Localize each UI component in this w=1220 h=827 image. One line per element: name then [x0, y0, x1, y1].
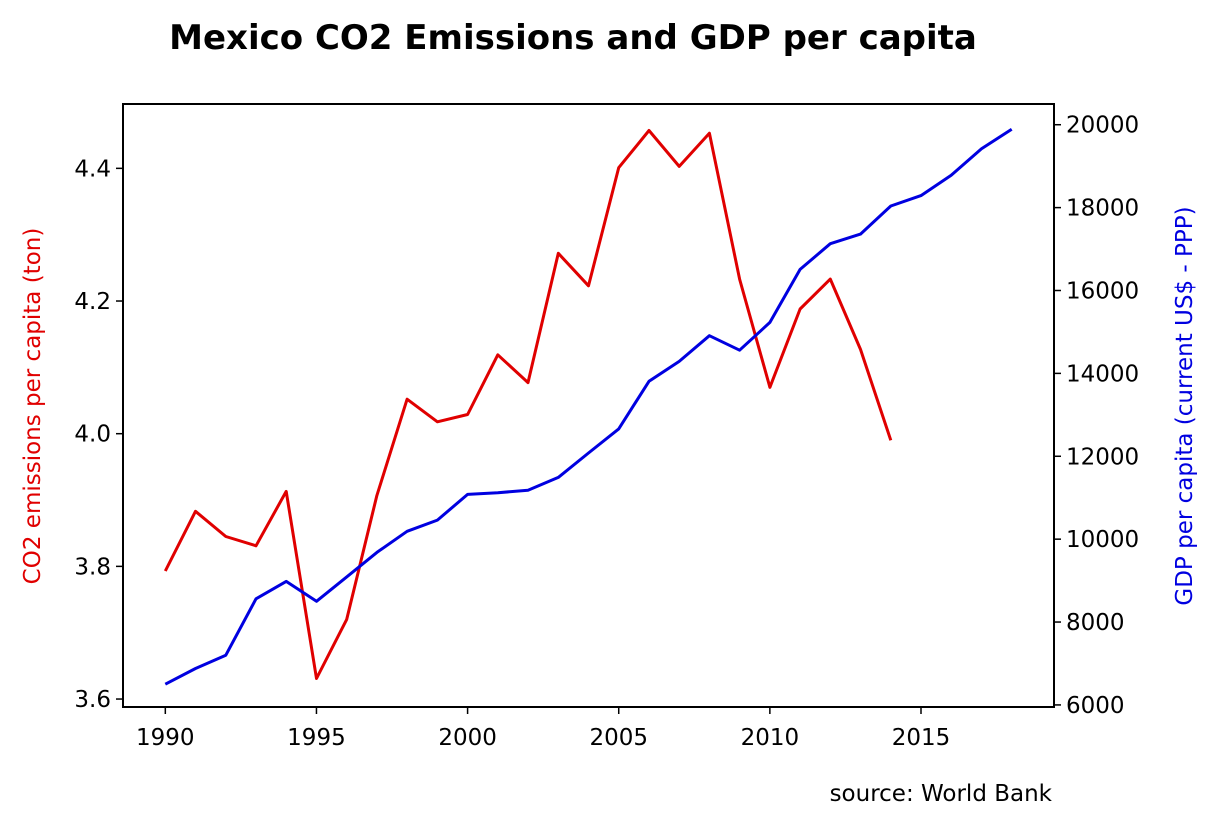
x-tick-label: 2015	[892, 725, 951, 751]
series-lines	[163, 128, 1013, 686]
right-tick-label: 16000	[1066, 278, 1139, 304]
plot-frame	[122, 103, 1055, 708]
x-tick-label: 2000	[438, 725, 497, 751]
left-tick-label: 3.6	[74, 687, 111, 713]
right-tick-label: 6000	[1066, 693, 1125, 719]
x-tick-label: 2005	[589, 725, 648, 751]
x-tick-label: 1990	[136, 725, 195, 751]
left-tick-label: 4.4	[74, 156, 111, 182]
x-tick-label: 1995	[287, 725, 346, 751]
right-axis-label: GDP per capita (current US$ - PPP)	[1172, 206, 1198, 605]
x-axis: 1990 1995 2000 2005 2010 2015	[136, 707, 950, 751]
left-y-axis: 3.6 3.8 4.0 4.2 4.4	[74, 156, 123, 713]
x-tick-label: 2010	[741, 725, 800, 751]
source-note: source: World Bank	[830, 781, 1053, 807]
gdp-series-line	[164, 128, 1013, 686]
right-tick-label: 20000	[1066, 113, 1139, 139]
right-tick-label: 18000	[1066, 196, 1139, 222]
left-tick-label: 4.2	[74, 289, 111, 315]
left-tick-label: 4.0	[74, 422, 111, 448]
right-tick-label: 14000	[1066, 361, 1139, 387]
right-tick-label: 10000	[1066, 527, 1139, 553]
chart-title: Mexico CO2 Emissions and GDP per capita	[169, 18, 977, 58]
left-tick-label: 3.8	[74, 554, 111, 580]
left-axis-label: CO2 emissions per capita (ton)	[20, 228, 46, 585]
right-y-axis: 6000 8000 10000 12000 14000 16000 18000 20000	[1054, 113, 1139, 719]
right-tick-label: 12000	[1066, 444, 1139, 470]
right-tick-label: 8000	[1066, 610, 1125, 636]
co2-series-line	[163, 129, 893, 680]
